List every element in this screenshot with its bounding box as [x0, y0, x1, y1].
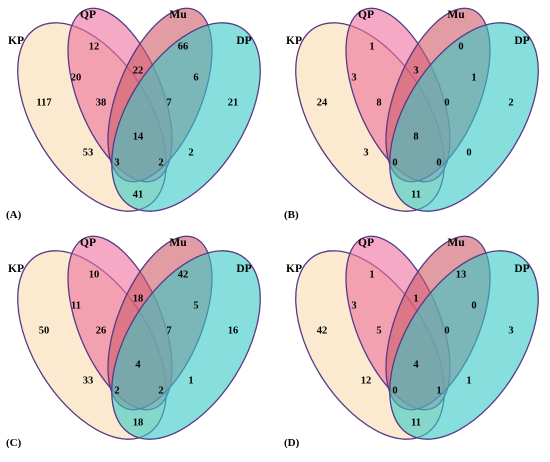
region-count-kp-qp-mu: 26 — [96, 325, 107, 336]
region-count-qp-mu-dp: 0 — [444, 325, 449, 336]
region-count-dp: 2 — [508, 97, 513, 108]
region-count-kp-qp-dp: 3 — [114, 157, 119, 168]
set-label-dp: DP — [236, 35, 251, 47]
set-label-mu: Mu — [447, 9, 465, 21]
region-count-kp-mu-dp: 1 — [436, 385, 441, 396]
venn-panel-4: KP QP Mu DP 42 1 13 3 3 1 0 11 5 0 12 1 4 0 1 (D) — [284, 235, 539, 449]
region-count-qp: 10 — [89, 269, 100, 280]
region-count-kp-mu: 3 — [363, 147, 368, 158]
set-label-mu: Mu — [169, 9, 187, 21]
region-count-mu: 0 — [458, 41, 463, 52]
region-count-kp-dp: 41 — [133, 189, 144, 200]
set-label-qp: QP — [80, 9, 96, 21]
region-count-all: 8 — [413, 131, 418, 142]
set-label-mu: Mu — [447, 237, 465, 249]
region-count-kp-mu: 33 — [83, 375, 94, 386]
panel-tag: (D) — [284, 437, 300, 449]
region-count-mu: 42 — [178, 269, 189, 280]
region-count-dp: 3 — [508, 325, 513, 336]
region-count-all: 4 — [413, 359, 419, 370]
region-count-kp: 117 — [36, 97, 51, 108]
region-count-qp-mu: 1 — [413, 293, 418, 304]
region-count-kp-qp: 11 — [71, 300, 81, 311]
set-label-mu: Mu — [169, 237, 187, 249]
region-count-mu-dp: 5 — [193, 300, 198, 311]
set-label-qp: QP — [358, 9, 374, 21]
set-ellipse-dp — [389, 250, 539, 440]
region-count-mu-dp: 6 — [193, 72, 198, 83]
set-label-kp: KP — [8, 35, 24, 47]
venn-panel-1: KP QP Mu DP 117 12 66 21 20 22 6 41 38 7 53 2 14 3 2 (A) — [6, 7, 261, 221]
region-count-qp: 1 — [369, 41, 374, 52]
panel-tag: (B) — [284, 209, 299, 221]
region-count-kp: 24 — [317, 97, 328, 108]
region-count-kp-qp-mu: 38 — [96, 97, 107, 108]
region-count-mu-dp: 0 — [471, 300, 476, 311]
region-count-all: 4 — [135, 359, 141, 370]
region-count-mu: 13 — [456, 269, 467, 280]
region-count-kp-dp: 11 — [411, 189, 421, 200]
region-count-kp: 42 — [317, 325, 328, 336]
region-count-qp-mu-dp: 0 — [444, 97, 449, 108]
region-count-kp-dp: 18 — [133, 417, 144, 428]
panel-tag: (C) — [6, 437, 22, 449]
region-count-all: 14 — [133, 131, 144, 142]
region-count-mu-dp: 1 — [471, 72, 476, 83]
set-label-qp: QP — [358, 237, 374, 249]
region-count-kp-qp: 3 — [351, 72, 356, 83]
region-count-kp-mu-dp: 0 — [436, 157, 441, 168]
set-ellipse-dp — [111, 250, 261, 440]
set-label-kp: KP — [286, 35, 302, 47]
region-count-qp-mu: 3 — [413, 65, 418, 76]
set-ellipse-dp — [389, 22, 539, 212]
set-label-dp: DP — [236, 263, 251, 275]
region-count-qp-dp: 1 — [188, 375, 193, 386]
region-count-qp-dp: 1 — [466, 375, 471, 386]
region-count-qp-mu: 22 — [133, 65, 144, 76]
region-count-kp-mu: 12 — [361, 375, 372, 386]
region-count-kp-mu-dp: 2 — [158, 157, 163, 168]
panel-tag: (A) — [6, 209, 22, 221]
region-count-kp-mu-dp: 2 — [158, 385, 163, 396]
region-count-kp-mu: 53 — [83, 147, 94, 158]
set-label-kp: KP — [286, 263, 302, 275]
region-count-qp-dp: 0 — [466, 147, 471, 158]
region-count-qp-dp: 2 — [188, 147, 193, 158]
region-count-kp-qp-dp: 2 — [114, 385, 119, 396]
region-count-qp-mu: 18 — [133, 293, 144, 304]
region-count-kp-qp-mu: 5 — [376, 325, 381, 336]
set-ellipse-dp — [111, 22, 261, 212]
region-count-kp: 50 — [39, 325, 50, 336]
region-count-kp-qp: 3 — [351, 300, 356, 311]
region-count-mu: 66 — [178, 41, 189, 52]
region-count-kp-qp-dp: 0 — [392, 157, 397, 168]
region-count-kp-dp: 11 — [411, 417, 421, 428]
region-count-kp-qp-dp: 0 — [392, 385, 397, 396]
set-label-kp: KP — [8, 263, 24, 275]
region-count-kp-qp-mu: 8 — [376, 97, 381, 108]
region-count-qp-mu-dp: 7 — [166, 97, 171, 108]
set-label-dp: DP — [514, 263, 529, 275]
region-count-qp-mu-dp: 7 — [166, 325, 171, 336]
region-count-qp: 1 — [369, 269, 374, 280]
region-count-dp: 16 — [228, 325, 239, 336]
region-count-qp: 12 — [89, 41, 100, 52]
set-label-dp: DP — [514, 35, 529, 47]
region-count-dp: 21 — [228, 97, 239, 108]
set-label-qp: QP — [80, 237, 96, 249]
region-count-kp-qp: 20 — [71, 72, 82, 83]
